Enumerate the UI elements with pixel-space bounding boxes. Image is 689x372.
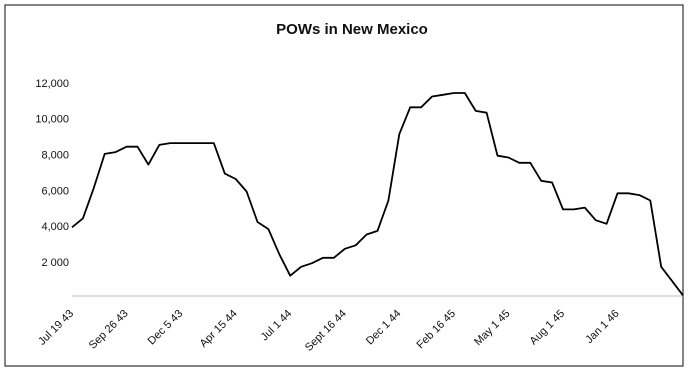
- y-tick-label: 2 000: [41, 257, 69, 269]
- chart-border: [4, 4, 684, 367]
- line: [71, 92, 684, 296]
- y-tick-label: 8,000: [41, 150, 69, 162]
- y-tick-label: 6,000: [41, 185, 69, 197]
- chart-title: POWs in New Mexico: [276, 21, 428, 38]
- y-tick-label: 12,000: [35, 78, 69, 90]
- y-tick-label: 4,000: [41, 221, 69, 233]
- y-tick-label: 10,000: [35, 114, 69, 126]
